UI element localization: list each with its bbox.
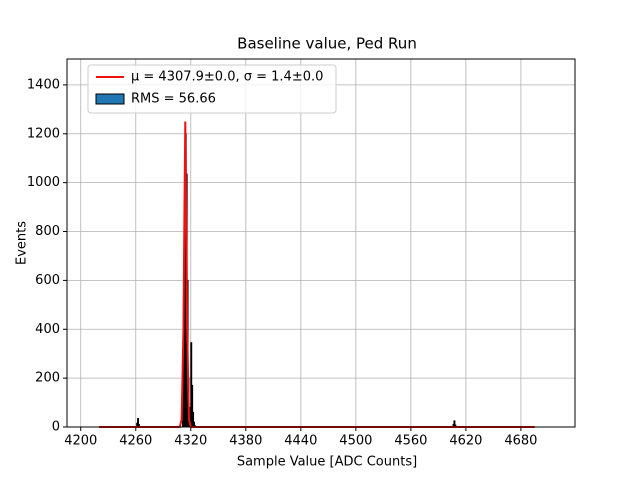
x-tick-label: 4560 [394,434,427,449]
y-tick-label: 400 [35,322,60,337]
chart-title: Baseline value, Ped Run [237,35,417,53]
y-tick-label: 600 [35,273,60,288]
x-tick-label: 4200 [64,434,97,449]
x-tick-label: 4440 [284,434,317,449]
x-tick-label: 4500 [339,434,372,449]
x-tick-label: 4260 [119,434,152,449]
y-tick-label: 1200 [27,126,60,141]
y-tick-label: 800 [35,224,60,239]
x-tick-label: 4620 [449,434,482,449]
legend-label: μ = 4307.9±0.0, σ = 1.4±0.0 [131,70,323,85]
legend-box [87,64,337,114]
x-axis-label: Sample Value [ADC Counts] [237,455,417,470]
legend-label: RMS = 56.66 [131,92,216,107]
fit-line [99,121,535,428]
legend-swatch [95,93,125,105]
y-tick-label: 200 [35,371,60,386]
x-tick-label: 4380 [229,434,262,449]
y-tick-label: 1000 [27,175,60,190]
x-tick-label: 4320 [174,434,207,449]
plot-frame [66,58,576,428]
y-tick-label: 0 [52,420,60,435]
y-tick-label: 1400 [27,77,60,92]
y-axis-label: Events [15,221,30,265]
x-tick-label: 4680 [504,434,537,449]
